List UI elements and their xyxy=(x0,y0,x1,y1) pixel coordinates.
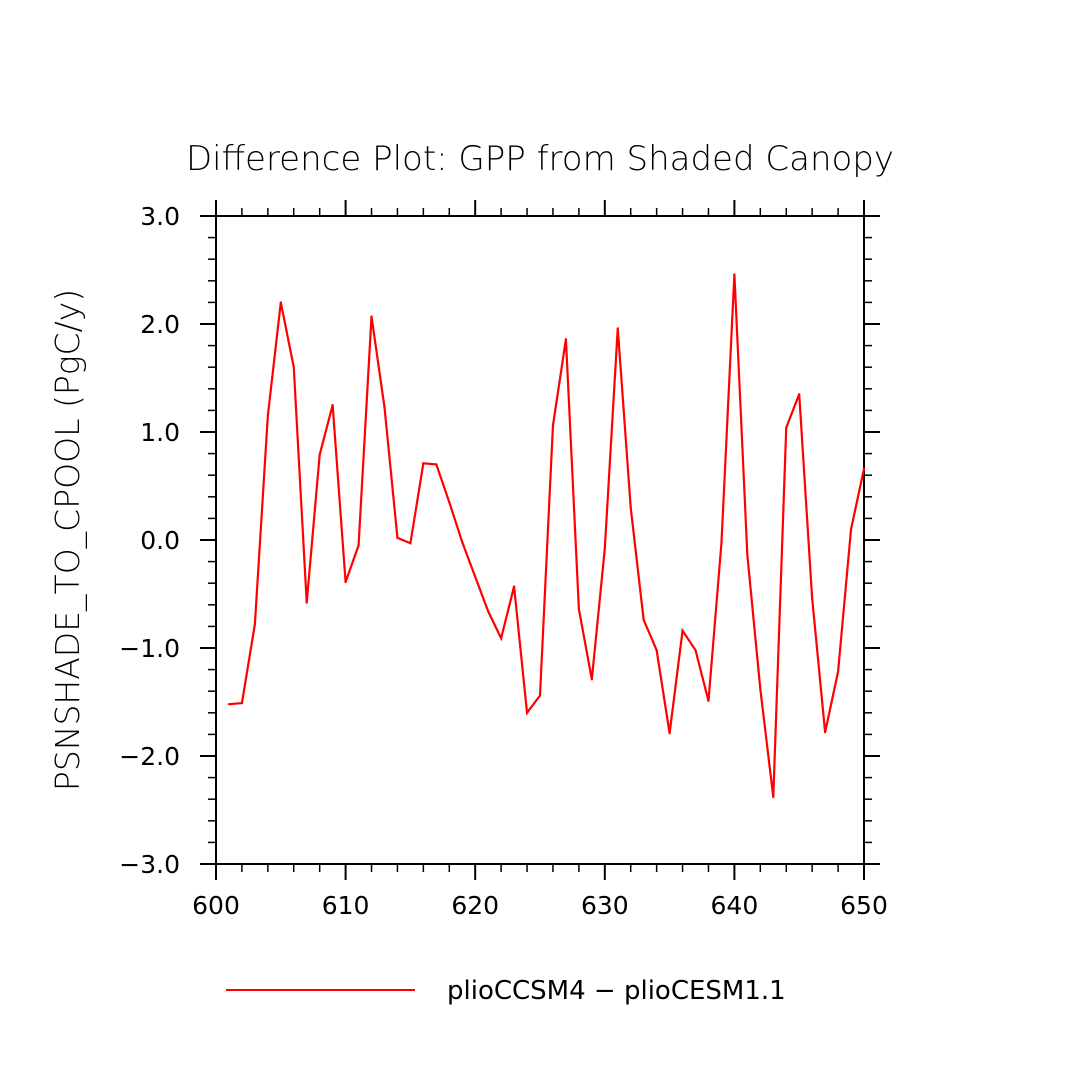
data-point xyxy=(512,585,516,588)
data-point xyxy=(357,544,360,547)
x-tick-label: 610 xyxy=(322,891,370,920)
data-point xyxy=(564,338,568,341)
data-point xyxy=(370,315,373,318)
y-axis-label: PSNSHADE_TO_CPOOL (PgC/y) xyxy=(48,289,88,791)
data-point xyxy=(344,581,347,584)
data-point xyxy=(707,699,710,703)
data-point xyxy=(720,542,723,545)
data-point xyxy=(798,393,801,396)
data-point xyxy=(253,623,256,626)
data-point xyxy=(383,406,386,409)
chart-title: Difference Plot: GPP from Shaded Canopy xyxy=(186,139,894,179)
data-point xyxy=(305,601,308,604)
data-point xyxy=(603,547,606,550)
data-point xyxy=(681,629,684,632)
data-point xyxy=(331,403,334,407)
x-tick-label: 630 xyxy=(581,891,629,920)
x-tick-label: 600 xyxy=(192,891,240,920)
data-point xyxy=(461,541,464,544)
axes: 600 610 620 630 640 650 3.0 2.0 1.0 0.0 −1.0 −2.0 −3… xyxy=(119,200,888,920)
legend-label: plioCCSM4 − plioCESM1.1 xyxy=(447,976,786,1006)
data-point xyxy=(525,711,529,714)
x-tick-label: 650 xyxy=(840,891,888,920)
data-point xyxy=(655,649,658,652)
data-point xyxy=(849,528,853,531)
data-point xyxy=(396,536,399,539)
data-point xyxy=(733,273,736,276)
data-point xyxy=(785,426,788,429)
data-point xyxy=(435,463,438,466)
data-point xyxy=(590,678,593,681)
data-point xyxy=(500,637,503,640)
y-tick-label: 0.0 xyxy=(140,526,180,555)
data-point xyxy=(668,732,671,735)
data-point xyxy=(746,554,749,557)
data-point xyxy=(694,649,697,652)
data-point xyxy=(811,597,814,600)
y-tick-label: −2.0 xyxy=(119,742,180,771)
data-point xyxy=(538,694,542,697)
data-point xyxy=(551,424,555,427)
data-point xyxy=(422,462,425,465)
x-tick-label: 640 xyxy=(711,891,759,920)
series-line xyxy=(228,274,866,798)
data-point xyxy=(292,366,295,369)
data-point xyxy=(772,795,775,799)
data-point xyxy=(279,301,282,304)
data-point xyxy=(409,542,412,545)
data-point xyxy=(474,575,477,578)
data-point xyxy=(577,608,580,611)
data-point xyxy=(266,414,269,417)
data-point xyxy=(629,506,632,509)
legend: plioCCSM4 − plioCESM1.1 xyxy=(226,976,786,1006)
data-point xyxy=(642,618,645,622)
data-point xyxy=(836,670,840,673)
data-point xyxy=(862,467,866,470)
x-tick-label: 620 xyxy=(451,891,499,920)
data-point xyxy=(227,703,231,706)
data-point xyxy=(616,327,619,330)
y-tick-label: −1.0 xyxy=(119,634,180,663)
y-tick-label: 2.0 xyxy=(140,310,180,339)
data-point xyxy=(487,610,490,613)
y-tick-label: 3.0 xyxy=(140,202,180,231)
data-point xyxy=(448,501,451,504)
data-point xyxy=(318,453,321,456)
y-tick-label: 1.0 xyxy=(140,418,180,447)
y-tick-label: −3.0 xyxy=(119,850,180,879)
data-point xyxy=(824,731,827,734)
data-point xyxy=(240,701,244,705)
series-layer xyxy=(227,273,866,799)
data-point xyxy=(759,687,762,691)
